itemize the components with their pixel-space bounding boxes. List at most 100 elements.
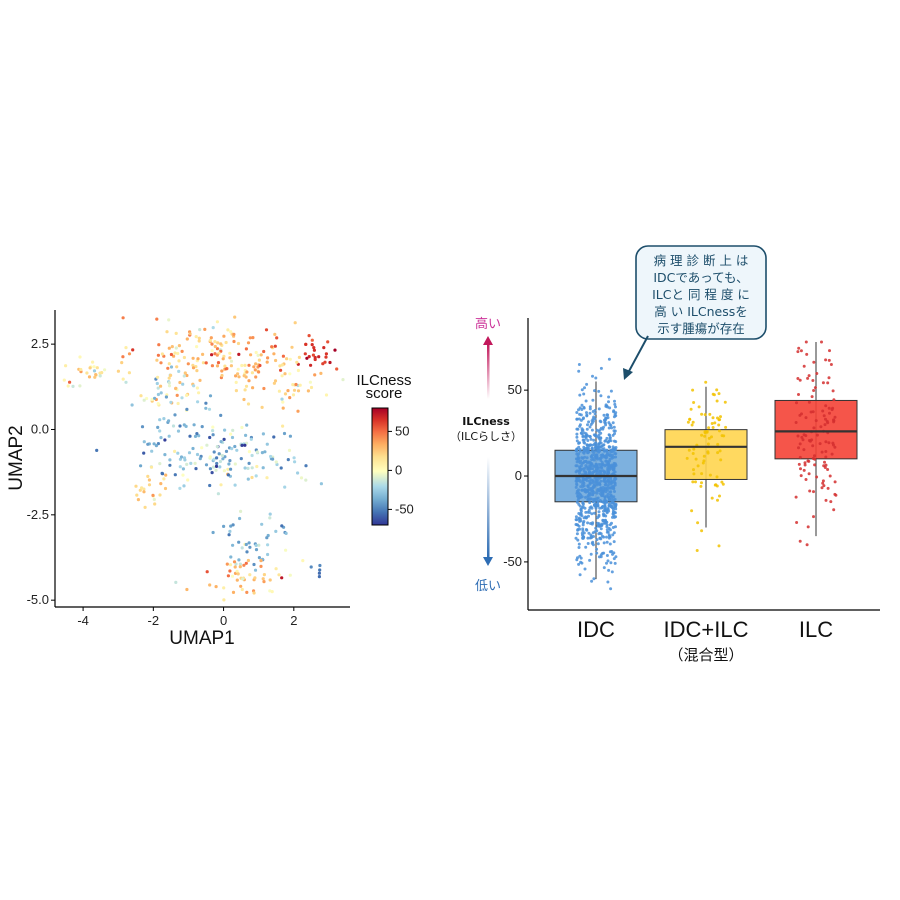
box-jitter-point [590, 522, 594, 526]
box-jitter-point [824, 404, 828, 408]
box-jitter-point [606, 440, 610, 444]
umap-point [229, 524, 233, 528]
box-jitter-point [607, 509, 611, 513]
umap-point [318, 568, 322, 572]
umap-point [257, 556, 261, 560]
box-jitter-point [589, 552, 593, 556]
box-jitter-point [605, 525, 609, 529]
box-jitter-point [718, 418, 722, 422]
callout-line-2: IDCであっても、 [653, 270, 748, 285]
box-jitter-point [612, 540, 616, 544]
umap-point [175, 365, 179, 369]
box-jitter-point [807, 400, 811, 404]
box-jitter-point [590, 579, 594, 583]
box-jitter-point [605, 528, 609, 532]
box-jitter-point [604, 423, 608, 427]
colorbar-tick-label: 50 [395, 423, 409, 438]
umap-point [195, 369, 199, 373]
umap-point [290, 345, 294, 349]
umap-point [266, 552, 270, 557]
box-jitter-point [578, 423, 582, 427]
umap-point [317, 355, 321, 359]
umap-point [244, 542, 248, 547]
umap-point [151, 493, 155, 497]
box-jitter-point [595, 462, 598, 466]
box-jitter-point [612, 429, 616, 433]
umap-point [228, 529, 232, 534]
umap-point [246, 341, 251, 345]
box-jitter-point [601, 453, 605, 457]
box-jitter-point [593, 412, 597, 416]
box-jitter-point [600, 466, 604, 470]
umap-point [280, 374, 284, 378]
box-jitter-point [578, 465, 582, 469]
box-jitter-point [821, 481, 825, 485]
umap-point [246, 466, 250, 470]
box-jitter-point [586, 542, 590, 545]
box-jitter-point [580, 427, 584, 431]
box-jitter-point [597, 407, 601, 411]
box-jitter-point [612, 468, 616, 472]
box-jitter-point [700, 472, 704, 476]
high-arrow-shaft [487, 344, 490, 399]
umap-point [224, 340, 228, 345]
umap-point [165, 330, 169, 334]
box-jitter-point [596, 500, 600, 504]
box-jitter-point [605, 540, 609, 544]
umap-point [207, 407, 212, 411]
box-jitter-point [711, 426, 715, 429]
box-jitter-point [588, 411, 592, 415]
box-jitter-point [687, 448, 691, 452]
umap-point [200, 446, 204, 450]
callout-line-3: ILCと 同 程 度 に [652, 287, 750, 302]
umap-point [326, 340, 330, 344]
umap-point [95, 448, 99, 452]
box-jitter-point [595, 538, 599, 542]
umap-point [216, 492, 220, 496]
box-jitter-point [813, 386, 817, 390]
box-jitter-point [611, 510, 615, 513]
box-jitter-point [710, 422, 714, 425]
umap-point [243, 466, 247, 470]
umap-point [238, 565, 242, 569]
box-jitter-point [576, 556, 579, 560]
umap-point [275, 336, 279, 340]
box-jitter-point [580, 408, 584, 411]
box-jitter-point [612, 439, 616, 443]
umap-point [193, 434, 198, 438]
umap-point [260, 451, 264, 455]
umap-point [236, 341, 241, 346]
box-jitter-point [590, 443, 594, 447]
box-jitter-point [590, 487, 594, 491]
box-jitter-point [586, 488, 590, 492]
umap-point [247, 461, 251, 465]
box-jitter-point [603, 505, 607, 509]
box-jitter-point [613, 402, 617, 406]
box-jitter-point [607, 463, 611, 467]
umap-point [335, 367, 339, 371]
umap-point [64, 364, 68, 368]
box-jitter-point [596, 542, 600, 546]
box-jitter-point [597, 444, 601, 448]
umap-point [174, 386, 178, 390]
umap-point [139, 394, 143, 398]
umap-point [250, 475, 254, 480]
umap-point [268, 516, 272, 520]
ilcness-axis-title-line1: ILCness [462, 415, 510, 428]
umap-point [194, 467, 198, 471]
box-jitter-point [827, 376, 831, 380]
umap-point [178, 486, 182, 490]
umap-point [247, 541, 251, 545]
box-jitter-point [595, 467, 598, 471]
umap-point [319, 482, 323, 486]
box-jitter-point [607, 357, 611, 361]
box-jitter-point [605, 449, 609, 453]
box-jitter-point [596, 496, 600, 500]
umap-point [62, 378, 66, 382]
box-jitter-point [578, 471, 581, 475]
box-jitter-point [576, 494, 580, 498]
umap-point [240, 425, 244, 430]
umap-point [98, 371, 102, 375]
umap-point [269, 454, 273, 459]
box-jitter-point [594, 445, 598, 449]
